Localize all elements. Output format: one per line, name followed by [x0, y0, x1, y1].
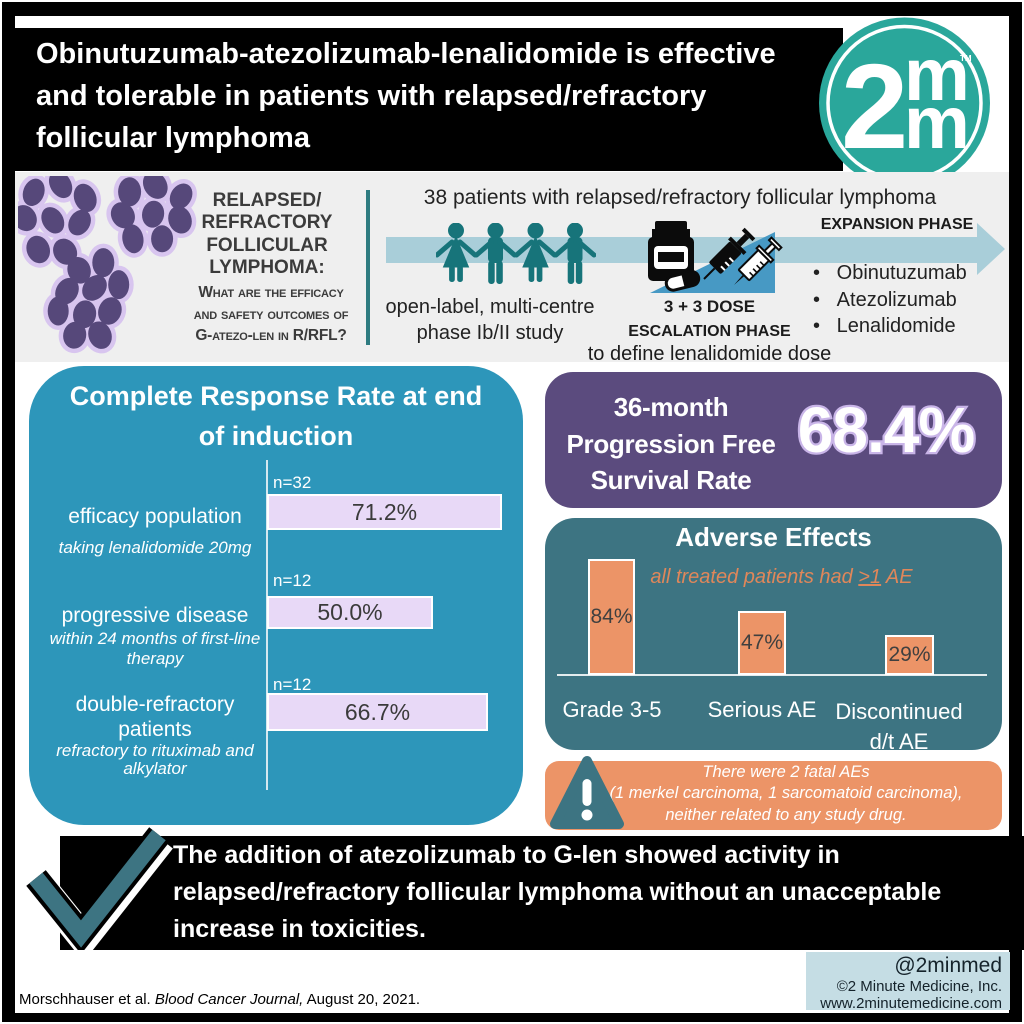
svg-text:m: m [904, 33, 970, 116]
svg-text:2: 2 [841, 38, 908, 174]
svg-text:m: m [904, 81, 970, 164]
svg-text:TM: TM [960, 54, 972, 63]
